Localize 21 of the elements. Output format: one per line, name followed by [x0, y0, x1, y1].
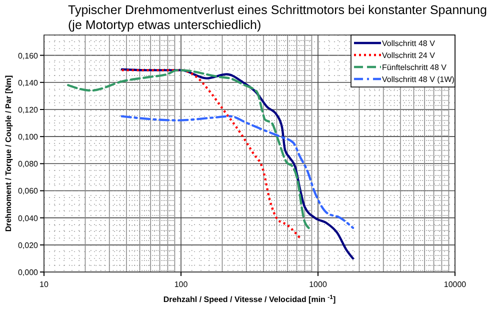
y-axis-title: Drehmoment / Torque / Couple / Par [Nm] — [4, 75, 13, 232]
y-tick-label: 0,080 — [18, 160, 39, 169]
legend-label: Fünftelschritt 48 V — [382, 63, 448, 72]
y-tick-label: 0,020 — [18, 240, 39, 250]
y-tick-label: 0,120 — [18, 105, 39, 114]
x-tick-label: 100 — [174, 280, 188, 289]
y-tick-label: 0,040 — [18, 214, 39, 223]
legend-label: Vollschritt 24 V — [382, 51, 436, 60]
chart-title: Typischer Drehmomentverlust eines Schrittmotors bei konstanter Spannung — [68, 3, 487, 17]
x-axis-title: Drehzahl / Speed / Vitesse / Velocidad [min $^{-1}$] — [163, 294, 336, 304]
x-tick-label: 10000 — [444, 280, 467, 289]
legend-label: Vollschritt 48 V (1W) — [382, 75, 455, 84]
legend-label: Vollschritt 48 V — [382, 39, 436, 48]
y-tick-label: 0,060 — [18, 186, 39, 196]
x-tick-label: 10 — [40, 280, 49, 289]
y-tick-label: 0,000 — [18, 268, 39, 277]
x-tick-label: 1000 — [309, 280, 328, 289]
y-tick-label: 0,160 — [18, 51, 39, 60]
y-tick-label: 0,140 — [18, 78, 39, 88]
y-tick-label: 0,100 — [18, 132, 39, 142]
chart-subtitle: (je Motortyp etwas unterschiedlich) — [68, 18, 262, 32]
